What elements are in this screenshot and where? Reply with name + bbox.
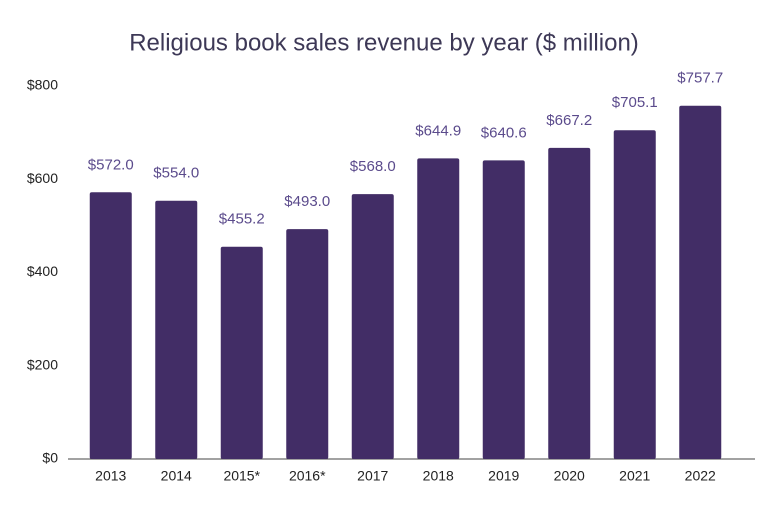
value-label: $644.9 bbox=[415, 122, 461, 139]
x-tick-label: 2019 bbox=[488, 468, 519, 484]
bar bbox=[155, 200, 198, 459]
bar bbox=[220, 246, 263, 459]
value-label: $493.0 bbox=[284, 193, 330, 210]
bar bbox=[89, 192, 132, 459]
bar bbox=[613, 130, 656, 459]
x-tick-label: 2014 bbox=[161, 468, 192, 484]
chart-title: Religious book sales revenue by year ($ … bbox=[129, 29, 639, 56]
bar bbox=[482, 160, 525, 459]
x-tick-label: 2018 bbox=[423, 468, 454, 484]
value-label: $572.0 bbox=[88, 156, 134, 173]
bar bbox=[548, 147, 591, 459]
value-label: $705.1 bbox=[612, 94, 658, 111]
x-tick-label: 2020 bbox=[554, 468, 585, 484]
bar bbox=[679, 105, 722, 459]
y-tick-label: $400 bbox=[27, 263, 58, 279]
value-label: $757.7 bbox=[677, 70, 723, 87]
y-tick-label: $200 bbox=[27, 356, 58, 372]
value-label: $568.0 bbox=[350, 158, 396, 175]
bar bbox=[351, 194, 394, 460]
x-tick-label: 2017 bbox=[357, 468, 388, 484]
value-label: $640.6 bbox=[481, 124, 527, 141]
value-label: $455.2 bbox=[219, 211, 265, 228]
x-tick-label: 2016* bbox=[289, 468, 326, 484]
value-label: $554.0 bbox=[153, 165, 199, 182]
bar bbox=[286, 229, 329, 459]
y-tick-label: $800 bbox=[27, 77, 58, 93]
y-tick-label: $600 bbox=[27, 170, 58, 186]
x-tick-label: 2021 bbox=[619, 468, 650, 484]
value-label: $667.2 bbox=[546, 112, 592, 129]
x-tick-label: 2022 bbox=[685, 468, 716, 484]
x-tick-label: 2013 bbox=[95, 468, 126, 484]
y-tick-label: $0 bbox=[42, 450, 58, 466]
bar bbox=[417, 158, 460, 459]
x-tick-label: 2015* bbox=[223, 468, 260, 484]
